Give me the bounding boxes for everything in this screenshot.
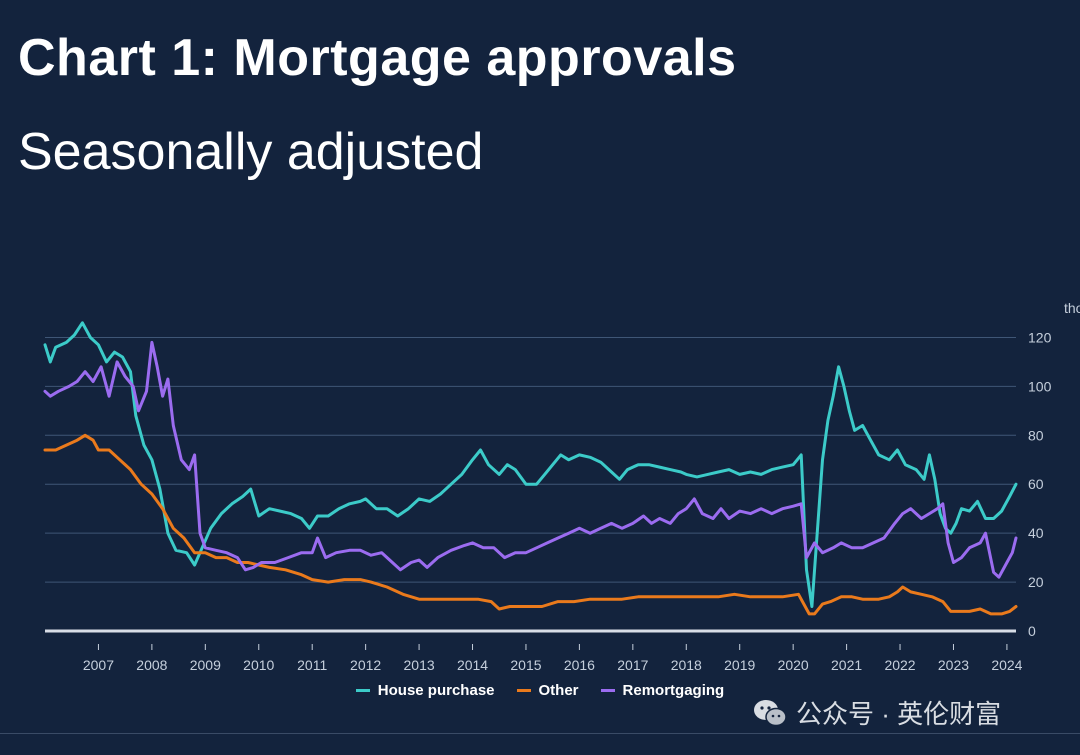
x-tick-label: 2010 [243, 657, 274, 673]
legend-swatch-other [516, 689, 531, 692]
x-tick-label: 2008 [136, 657, 167, 673]
y-tick-label: 0 [1028, 623, 1036, 639]
x-tick-label: 2018 [671, 657, 702, 673]
series-lines [43, 321, 1018, 616]
series-line-remortgaging [43, 340, 1018, 579]
chart-title: Chart 1: Mortgage approvals [18, 29, 737, 87]
legend-label-remortgaging: Remortgaging [622, 682, 725, 699]
legend-item-other: Other [516, 682, 579, 699]
legend-label-other: Other [538, 682, 579, 699]
x-tick-label: 2014 [457, 657, 488, 673]
x-tick-label: 2017 [617, 657, 648, 673]
watermark: 公众号 · 英伦财富 [752, 694, 1001, 731]
x-tick-label: 2023 [938, 657, 969, 673]
x-tick-label: 2024 [991, 657, 1022, 673]
legend-item-remortgaging: Remortgaging [600, 682, 725, 699]
wechat-logo-icon [754, 699, 787, 726]
legend-item-house-purchase: House purchase [355, 682, 495, 699]
x-tick-label: 2022 [884, 657, 915, 673]
x-tick-label: 2012 [350, 657, 381, 673]
y-tick-label: 40 [1028, 525, 1044, 541]
x-tick-label: 2019 [724, 657, 755, 673]
x-tick-label: 2009 [190, 657, 221, 673]
x-tick-label: 2007 [83, 657, 114, 673]
x-tick-label: 2021 [831, 657, 862, 673]
chart-subtitle: Seasonally adjusted [18, 123, 484, 181]
y-tick-label: 100 [1028, 378, 1052, 394]
axis-labels: 0 20 40 60 80 100 120 2007 2008 2009 2010 2011 2012 2… [83, 329, 1052, 673]
y-tick-label: 60 [1028, 476, 1044, 492]
unit-label: thousands [1064, 300, 1080, 316]
x-tick-label: 2011 [297, 657, 327, 673]
series-line-house-purchase [43, 321, 1018, 608]
y-tick-label: 20 [1028, 574, 1044, 590]
footer-divider [0, 733, 1080, 734]
y-tick-label: 120 [1028, 329, 1052, 345]
x-tick-label: 2015 [510, 657, 541, 673]
x-tick-label: 2016 [564, 657, 595, 673]
x-tick-label: 2013 [404, 657, 435, 673]
legend-label-house-purchase: House purchase [377, 682, 495, 699]
chart-legend: House purchase Other Remortgaging [0, 682, 1080, 699]
watermark-text: 公众号 · 英伦财富 [796, 699, 1002, 729]
y-tick-label: 80 [1028, 427, 1044, 443]
legend-swatch-remortgaging [600, 689, 615, 692]
series-line-other [43, 433, 1018, 616]
legend-swatch-house-purchase [355, 689, 370, 692]
x-tick-label: 2020 [778, 657, 809, 673]
